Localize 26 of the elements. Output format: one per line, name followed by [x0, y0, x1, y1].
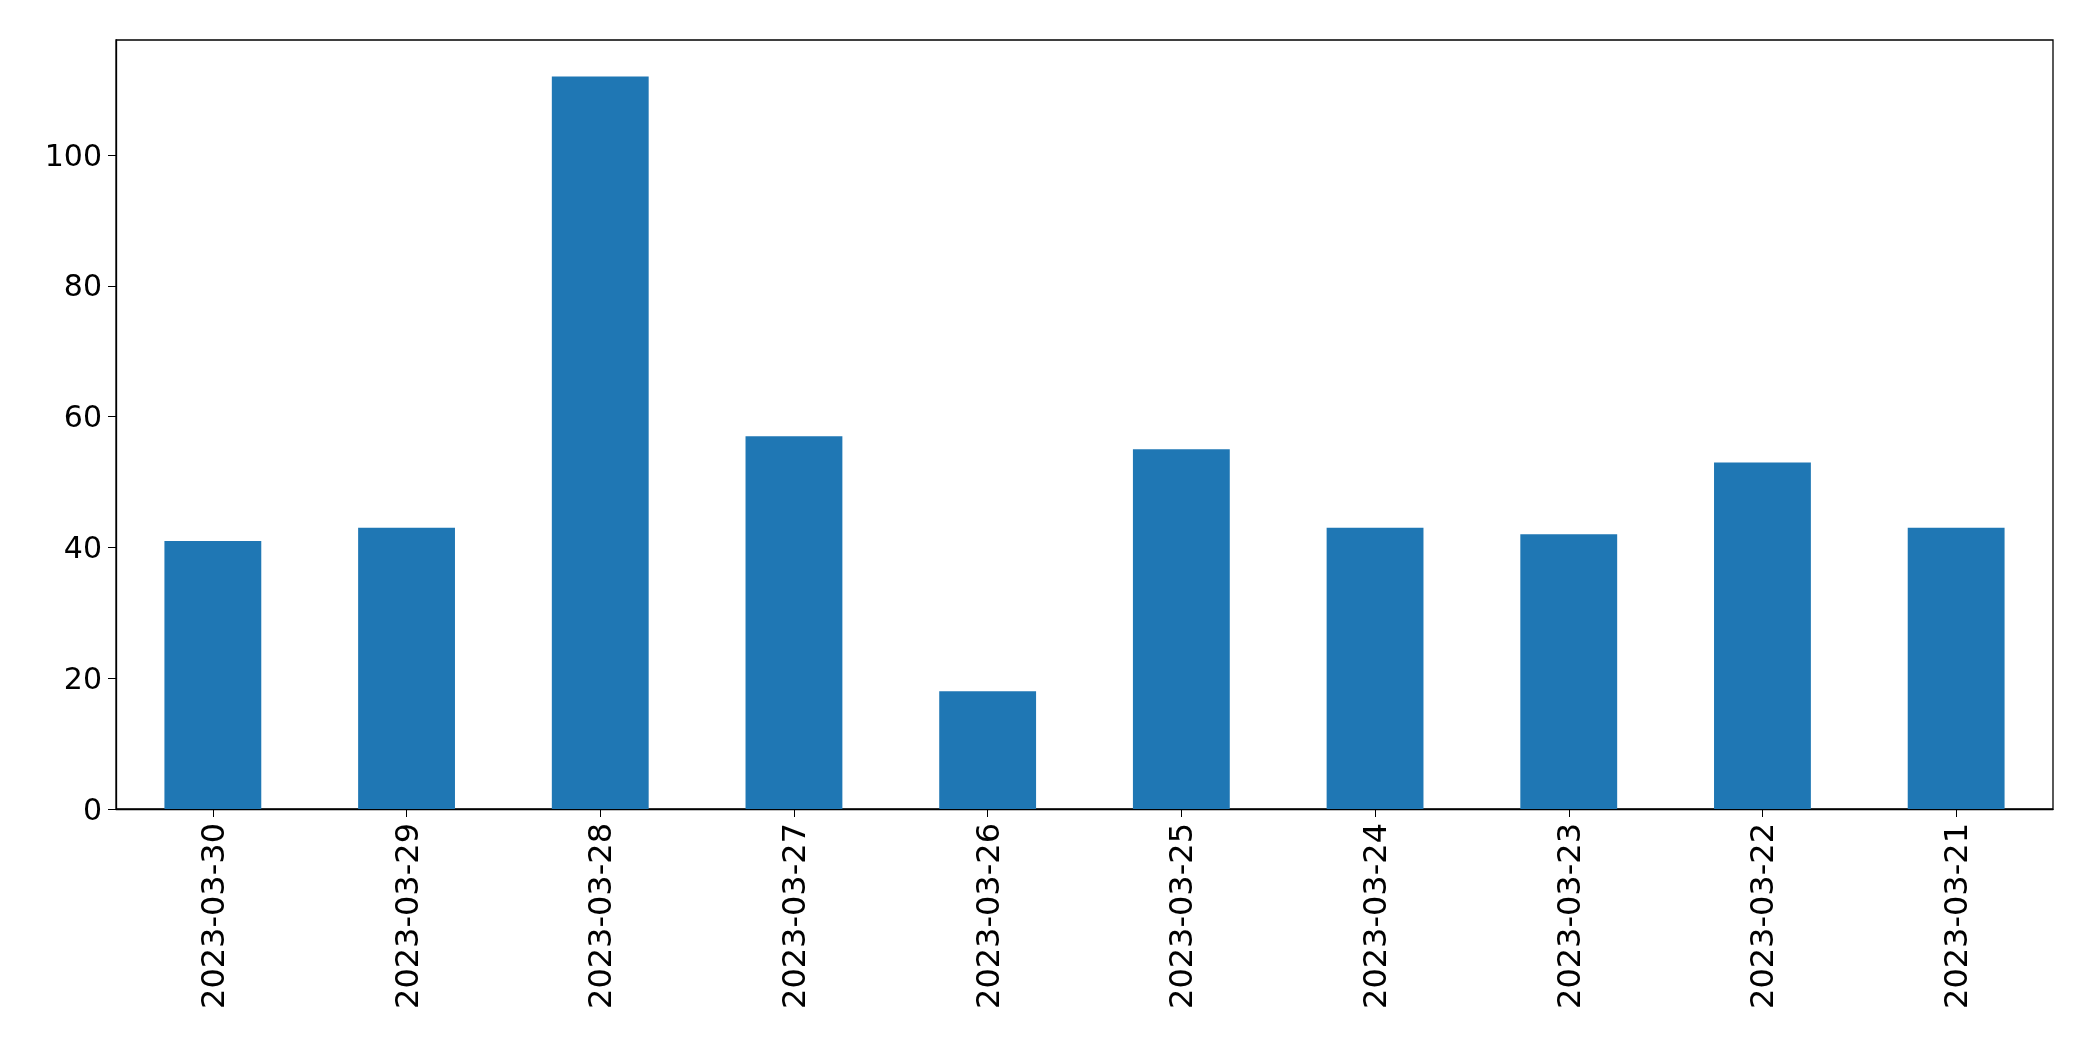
bar — [1907, 527, 2005, 809]
bar — [551, 76, 649, 809]
x-tick-label: 2023-03-30 — [193, 823, 232, 1009]
x-tick-label: 2023-03-27 — [774, 823, 813, 1009]
bar — [745, 436, 843, 809]
y-tick-label: 100 — [44, 137, 102, 173]
bar — [939, 691, 1037, 809]
x-tick-label: 2023-03-25 — [1162, 823, 1201, 1009]
bar — [1326, 527, 1424, 809]
y-tick-label: 40 — [63, 529, 102, 565]
y-tick-label: 0 — [82, 791, 102, 827]
bar — [358, 527, 455, 809]
y-tick-label: 60 — [63, 399, 102, 435]
bar — [1132, 449, 1230, 809]
bar — [164, 540, 262, 809]
x-tick-label: 2023-03-23 — [1549, 823, 1588, 1009]
y-tick-label: 20 — [63, 660, 102, 696]
x-tick-label: 2023-03-21 — [1937, 823, 1976, 1009]
x-tick-label: 2023-03-26 — [968, 823, 1007, 1009]
bar — [1714, 462, 1811, 809]
x-tick-label: 2023-03-24 — [1356, 823, 1395, 1009]
x-tick-label: 2023-03-29 — [387, 823, 426, 1009]
y-tick-label: 80 — [63, 268, 102, 304]
x-tick-label: 2023-03-22 — [1743, 823, 1782, 1009]
bar — [1520, 534, 1618, 809]
x-tick-label: 2023-03-28 — [581, 823, 620, 1009]
